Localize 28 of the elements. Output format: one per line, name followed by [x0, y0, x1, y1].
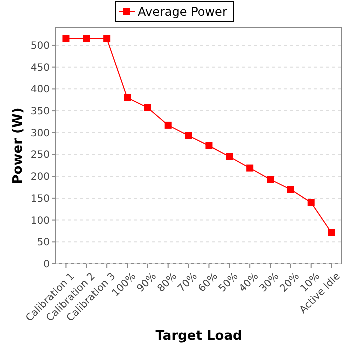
point — [328, 229, 336, 236]
point — [287, 186, 294, 194]
point — [308, 199, 315, 206]
point — [62, 35, 70, 42]
point — [246, 164, 254, 172]
point — [83, 35, 90, 42]
point — [124, 94, 131, 102]
y-tick-label: 200 — [30, 172, 50, 184]
y-tick-label: 350 — [30, 106, 50, 118]
legend-label: Average Power — [138, 5, 228, 20]
y-tick-label: 150 — [30, 194, 50, 205]
x-axis-title: Target Load — [156, 329, 242, 344]
point — [206, 142, 213, 150]
point — [104, 35, 111, 42]
point — [144, 104, 152, 112]
y-tick-label: 100 — [30, 216, 50, 227]
y-tick-label: 0 — [44, 260, 50, 270]
y-tick-label: 250 — [30, 150, 50, 162]
y-axis-title: Power (W) — [11, 108, 26, 184]
y-tick-label: 400 — [30, 84, 50, 96]
point — [185, 132, 192, 140]
y-tick-label: 300 — [30, 128, 50, 140]
y-tick-label: 50 — [37, 238, 50, 249]
y-tick-label: 500 — [30, 40, 50, 52]
point — [164, 122, 172, 129]
y-tick-label: 450 — [30, 62, 50, 74]
point — [226, 153, 234, 160]
point — [267, 176, 274, 184]
